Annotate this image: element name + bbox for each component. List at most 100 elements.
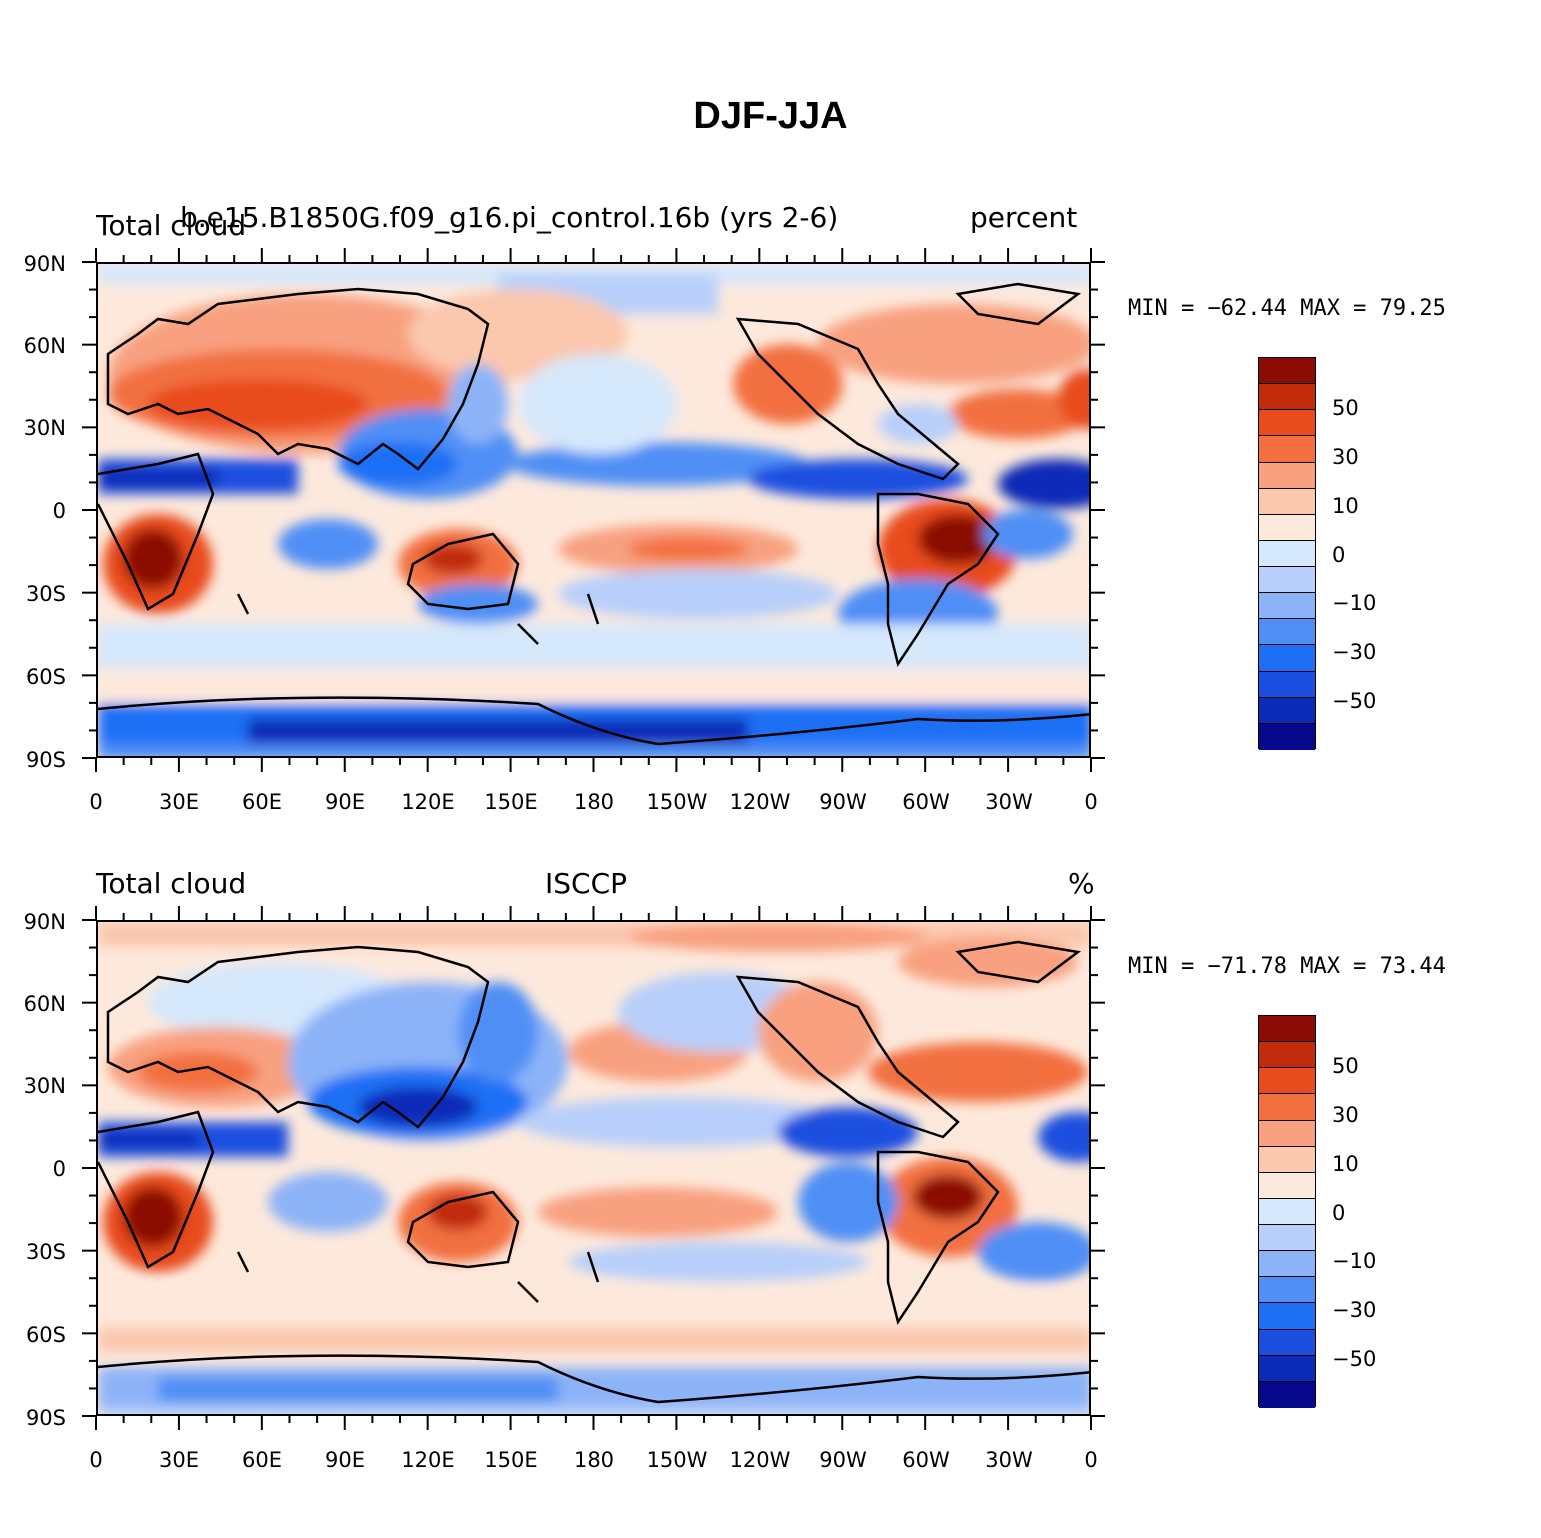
lat-label: 60S (25, 665, 66, 689)
lon-label: 120W (729, 790, 791, 814)
lat-label: 90S (25, 748, 66, 772)
colorbar-label: −30 (1332, 1298, 1377, 1322)
colorbar-label: −10 (1332, 1249, 1377, 1273)
colorbar-swatch (1259, 567, 1315, 594)
lon-label: 60E (242, 1448, 282, 1472)
colorbar-swatch (1259, 671, 1315, 698)
colorbar-label: 10 (1332, 494, 1359, 518)
map-plot (96, 262, 1091, 758)
min-value: MIN = −71.78 (1128, 954, 1287, 979)
colorbar-label: 50 (1332, 1054, 1359, 1078)
lon-label: 0 (89, 1448, 103, 1472)
colorbar-swatch (1259, 514, 1315, 541)
panel-left-label: Total cloud (96, 867, 247, 900)
colorbar-swatch (1259, 436, 1315, 463)
lon-label: 0 (1084, 1448, 1098, 1472)
min-max-readout: MIN = −62.44 MAX = 79.25 (1128, 296, 1446, 321)
colorbar-swatch (1259, 410, 1315, 437)
lon-label: 30W (985, 790, 1033, 814)
lon-label: 120W (729, 1448, 791, 1472)
lon-label: 120E (401, 1448, 455, 1472)
map-field (98, 922, 1089, 1414)
colorbar-label: 10 (1332, 1152, 1359, 1176)
colorbar-swatch (1259, 645, 1315, 672)
colorbar (1258, 1015, 1316, 1408)
lon-label: 90E (325, 790, 365, 814)
lat-label: 90S (25, 1406, 66, 1430)
lon-label: 150E (484, 1448, 538, 1472)
colorbar-label: 30 (1332, 1103, 1359, 1127)
colorbar-swatch (1259, 619, 1315, 646)
lon-label: 30E (159, 790, 199, 814)
colorbar-swatch (1259, 1146, 1315, 1173)
lon-label: 60W (902, 1448, 950, 1472)
lon-label: 180 (573, 790, 615, 814)
colorbar-swatch (1259, 723, 1315, 750)
colorbar-label: 30 (1332, 445, 1359, 469)
lat-label: 30S (25, 582, 66, 606)
map-plot (96, 920, 1091, 1416)
lat-label: 0 (52, 499, 66, 523)
panel-center-label: b.e15.B1850G.f09_g16.pi_control.16b (yrs… (180, 201, 839, 234)
colorbar-label: 0 (1332, 543, 1346, 567)
colorbar-swatch (1259, 1068, 1315, 1095)
panel-left-label: Total cloud (96, 209, 247, 242)
colorbar (1258, 357, 1316, 750)
colorbar-label: 50 (1332, 396, 1359, 420)
colorbar-swatch (1259, 1277, 1315, 1304)
lon-label: 180 (573, 1448, 615, 1472)
lat-label: 90N (23, 252, 66, 276)
colorbar-swatch (1259, 1016, 1315, 1043)
lon-label: 150W (646, 790, 708, 814)
lat-label: 60S (25, 1323, 66, 1347)
lat-label: 30N (23, 1074, 66, 1098)
colorbar-label: −50 (1332, 1347, 1377, 1371)
colorbar-swatch (1259, 1198, 1315, 1225)
colorbar-swatch (1259, 697, 1315, 724)
lat-label: 0 (52, 1157, 66, 1181)
colorbar-swatch (1259, 1355, 1315, 1382)
lon-label: 120E (401, 790, 455, 814)
lon-label: 90E (325, 1448, 365, 1472)
figure-title: DJF-JJA (693, 95, 848, 137)
colorbar-swatch (1259, 384, 1315, 411)
lon-label: 90W (819, 1448, 867, 1472)
lat-label: 60N (23, 334, 66, 358)
colorbar-label: −10 (1332, 591, 1377, 615)
max-value: MAX = 79.25 (1300, 296, 1446, 321)
colorbar-label: 0 (1332, 1201, 1346, 1225)
colorbar-swatch (1259, 462, 1315, 489)
colorbar-swatch (1259, 488, 1315, 515)
colorbar-swatch (1259, 1120, 1315, 1147)
colorbar-label: −50 (1332, 689, 1377, 713)
colorbar-swatch (1259, 1381, 1315, 1408)
colorbar-swatch (1259, 1094, 1315, 1121)
lon-label: 60W (902, 790, 950, 814)
coastlines (98, 940, 1089, 1404)
lon-label: 0 (1084, 790, 1098, 814)
lon-label: 30E (159, 1448, 199, 1472)
colorbar-swatch (1259, 1172, 1315, 1199)
lat-label: 30S (25, 1240, 66, 1264)
colorbar-swatch (1259, 358, 1315, 385)
colorbar-swatch (1259, 1329, 1315, 1356)
lon-label: 30W (985, 1448, 1033, 1472)
lat-label: 30N (23, 416, 66, 440)
min-value: MIN = −62.44 (1128, 296, 1287, 321)
colorbar-swatch (1259, 540, 1315, 567)
panel-right-label: percent (970, 201, 1078, 234)
colorbar-swatch (1259, 593, 1315, 620)
lon-label: 0 (89, 790, 103, 814)
colorbar-swatch (1259, 1303, 1315, 1330)
min-max-readout: MIN = −71.78 MAX = 73.44 (1128, 954, 1446, 979)
lon-label: 150E (484, 790, 538, 814)
lat-label: 90N (23, 910, 66, 934)
lon-label: 150W (646, 1448, 708, 1472)
colorbar-swatch (1259, 1225, 1315, 1252)
colorbar-swatch (1259, 1042, 1315, 1069)
max-value: MAX = 73.44 (1300, 954, 1446, 979)
panel-center-label: ISCCP (545, 867, 628, 900)
coastlines (98, 282, 1089, 746)
lon-label: 90W (819, 790, 867, 814)
lon-label: 60E (242, 790, 282, 814)
